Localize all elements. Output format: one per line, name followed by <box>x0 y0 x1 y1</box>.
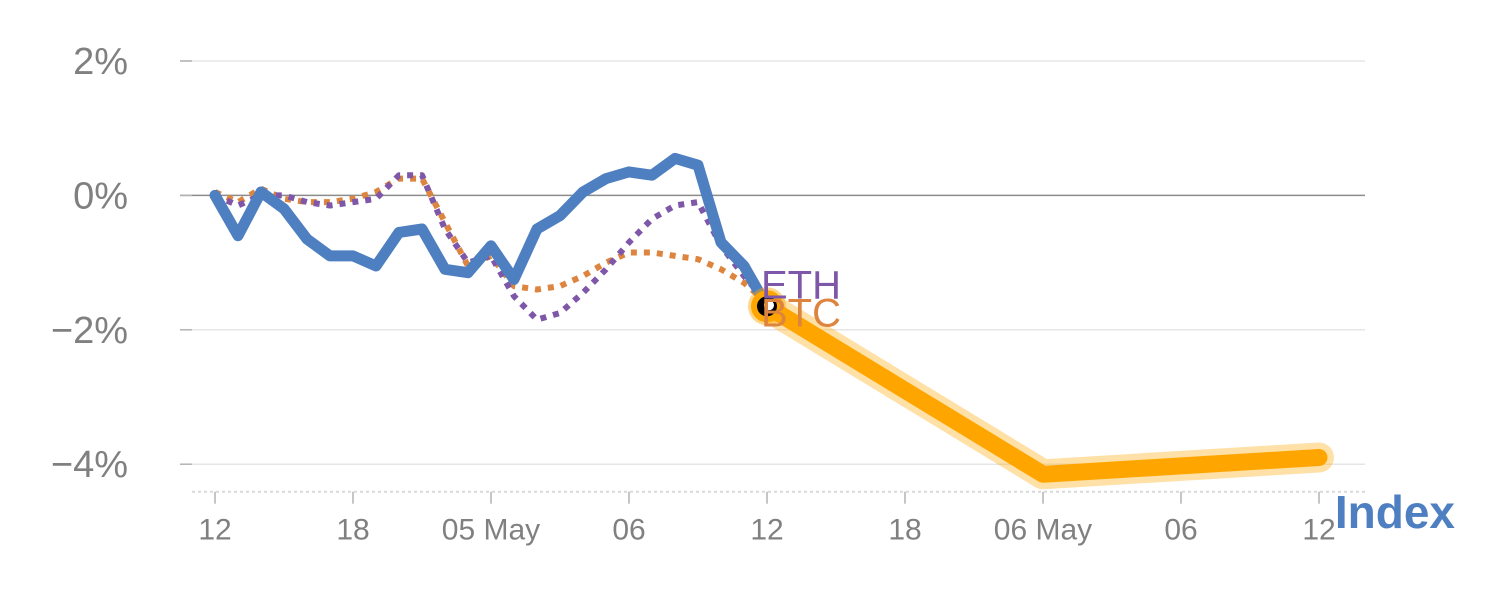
point-eth-13 <box>512 294 516 298</box>
point-index-18 <box>627 170 631 174</box>
point-index-9 <box>420 227 424 231</box>
marker-layer <box>748 287 786 326</box>
point-index-1 <box>236 234 240 238</box>
point-index-0 <box>213 193 217 197</box>
point-index-4 <box>305 237 309 241</box>
point-index-19 <box>650 173 654 177</box>
point-index-13 <box>512 277 516 281</box>
point-index-11 <box>466 271 470 275</box>
y-tick-label-2: −2% <box>51 310 128 352</box>
point-btc-23 <box>742 281 746 285</box>
x-tick-label-3: 06 <box>612 514 645 547</box>
index-label: Index <box>1335 486 1456 538</box>
point-btc-21 <box>696 257 700 261</box>
x-axis: 12 18 05 May 06 12 18 06 May 06 12 <box>192 490 1365 547</box>
point-projection-1 <box>1041 472 1045 476</box>
y-tick-label-1: 0% <box>73 175 128 217</box>
point-eth-20 <box>673 203 677 207</box>
y-tick-label-3: −4% <box>51 444 128 486</box>
point-index-8 <box>397 230 401 234</box>
series-projection-halo <box>752 291 1334 490</box>
point-index-3 <box>282 207 286 211</box>
point-index-21 <box>696 163 700 167</box>
x-tick-label-6: 06 May <box>994 514 1092 547</box>
point-eth-17 <box>604 267 608 271</box>
point-eth-21 <box>696 200 700 204</box>
x-tick-label-7: 06 <box>1164 514 1197 547</box>
x-tick-label-2: 05 May <box>442 514 540 547</box>
point-index-2 <box>259 190 263 194</box>
point-index-23 <box>742 264 746 268</box>
point-eth-5 <box>328 203 332 207</box>
series-label-eth: ETH <box>761 263 841 307</box>
x-tick-label-5: 18 <box>888 514 921 547</box>
point-eth-6 <box>351 200 355 204</box>
point-btc-18 <box>627 251 631 255</box>
point-index-20 <box>673 156 677 160</box>
point-projection-2 <box>1317 455 1321 459</box>
point-btc-15 <box>558 284 562 288</box>
point-eth-15 <box>558 311 562 315</box>
x-tick-label-0: 12 <box>198 514 231 547</box>
point-eth-1 <box>236 203 240 207</box>
point-index-17 <box>604 177 608 181</box>
marker-center <box>764 300 774 311</box>
point-eth-4 <box>305 200 309 204</box>
point-eth-3 <box>282 193 286 197</box>
point-btc-19 <box>650 251 654 255</box>
point-eth-7 <box>374 197 378 201</box>
series-index-line <box>209 152 773 312</box>
point-btc-14 <box>535 287 539 291</box>
point-btc-16 <box>581 274 585 278</box>
point-index-15 <box>558 214 562 218</box>
series-btc-line <box>213 175 769 306</box>
point-eth-19 <box>650 217 654 221</box>
point-btc-20 <box>673 254 677 258</box>
point-index-5 <box>328 254 332 258</box>
point-index-22 <box>719 240 723 244</box>
point-index-6 <box>351 254 355 258</box>
point-index-7 <box>374 264 378 268</box>
x-tick-label-1: 18 <box>336 514 369 547</box>
y-tick-label-0: 2% <box>73 41 128 83</box>
point-eth-14 <box>535 318 539 322</box>
x-tick-label-4: 12 <box>750 514 783 547</box>
point-btc-22 <box>719 267 723 271</box>
point-eth-16 <box>581 291 585 295</box>
point-index-12 <box>489 244 493 248</box>
point-index-16 <box>581 190 585 194</box>
point-eth-10 <box>443 227 447 231</box>
point-btc-17 <box>604 261 608 265</box>
series-layer <box>209 152 1334 490</box>
series-projection-line <box>758 297 1328 483</box>
point-index-14 <box>535 227 539 231</box>
series-label-btc: BTC <box>761 291 841 335</box>
point-eth-18 <box>627 240 631 244</box>
point-eth-8 <box>397 173 401 177</box>
point-index-10 <box>443 267 447 271</box>
x-tick-label-8: 12 <box>1302 514 1335 547</box>
point-eth-9 <box>420 173 424 177</box>
